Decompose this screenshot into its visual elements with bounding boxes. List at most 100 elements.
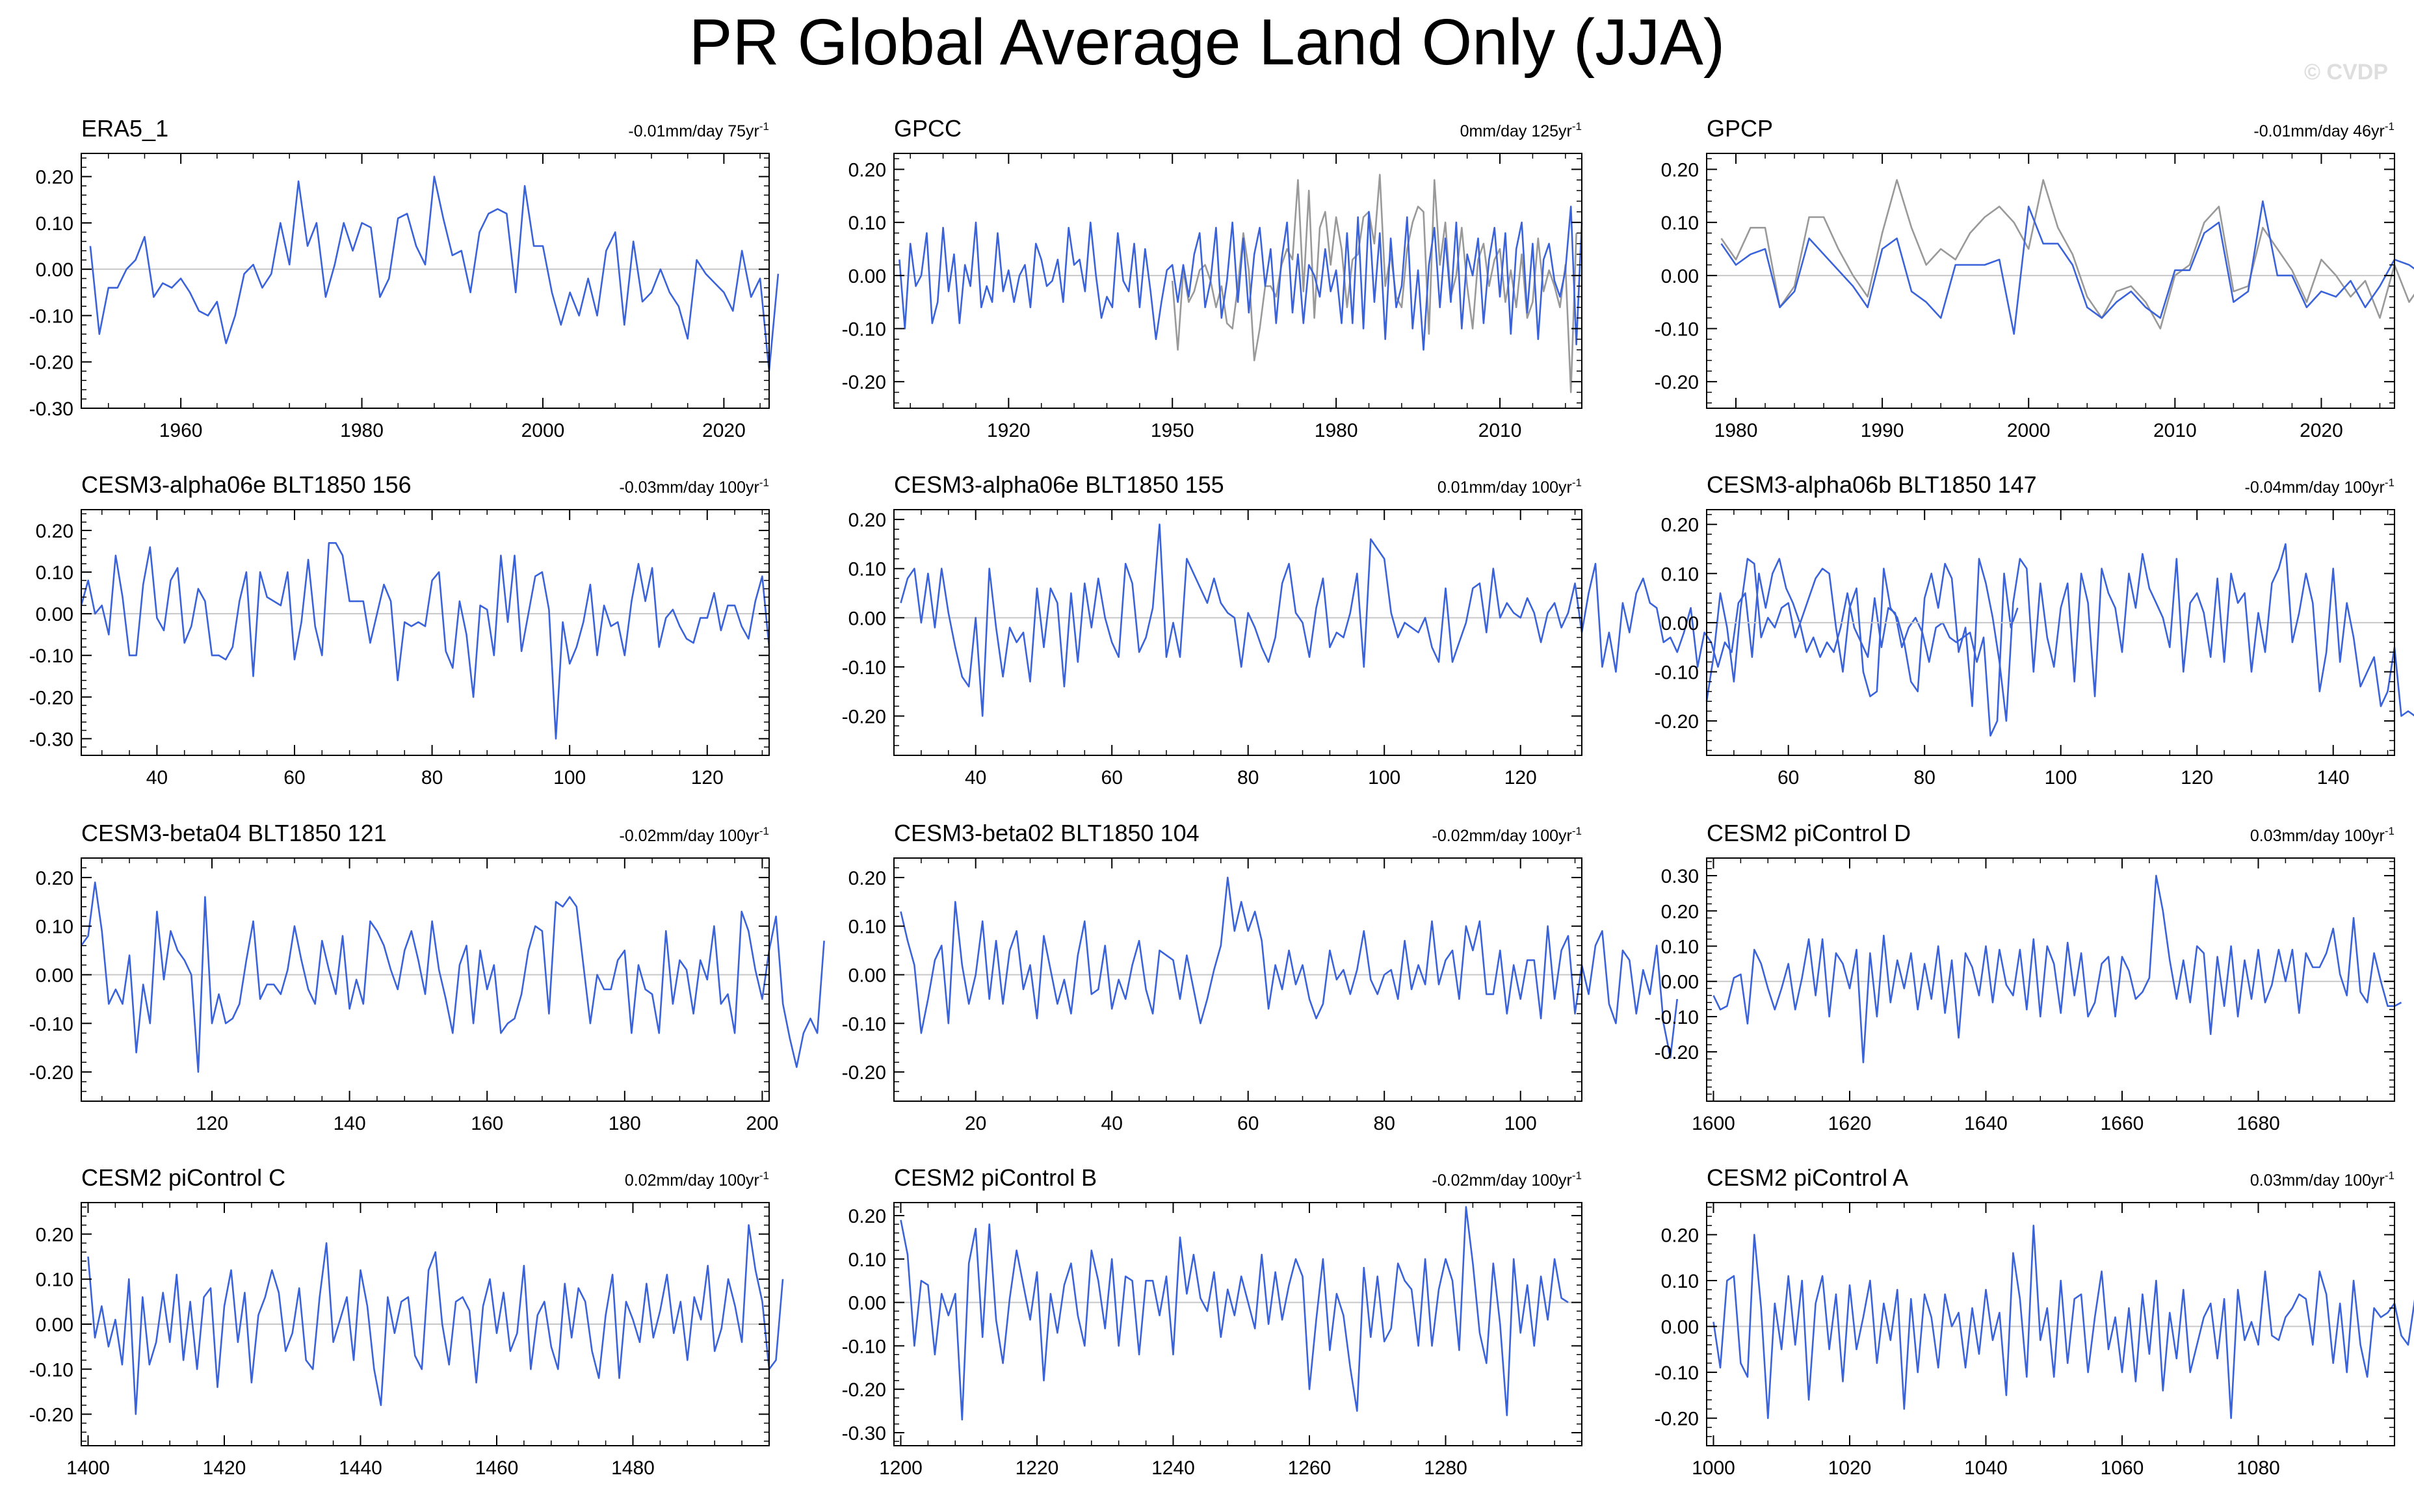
series-line xyxy=(900,876,1678,1058)
y-tick-label: 0.00 xyxy=(848,266,886,287)
y-tick-label: -0.20 xyxy=(842,707,886,728)
chart-panel: CESM3-alpha06b BLT1850 147 -0.04mm/day 10… xyxy=(1655,471,2414,789)
x-tick-label: 1980 xyxy=(340,420,384,441)
x-tick-label: 160 xyxy=(471,1113,503,1134)
x-tick-label: 60 xyxy=(283,767,305,789)
x-tick-label: 1080 xyxy=(2237,1457,2280,1479)
y-tick-label: 0.10 xyxy=(848,213,886,234)
x-tick-label: 200 xyxy=(746,1113,778,1134)
y-tick-label: 0.00 xyxy=(1661,1317,1699,1338)
x-tick-label: 1280 xyxy=(1424,1457,1467,1479)
y-tick-label: 0.00 xyxy=(848,608,886,629)
x-tick-label: 40 xyxy=(1101,1113,1123,1134)
series-line xyxy=(80,541,770,740)
y-tick-label: 0.30 xyxy=(1661,866,1699,887)
plot-frame xyxy=(1706,857,2395,1102)
x-tick-label: 80 xyxy=(421,767,443,789)
trend-label: -0.02mm/day 100yr-1 xyxy=(1432,825,1582,845)
chart-panel: ERA5_1 -0.01mm/day 75yr-1 -0.30 -0.20 -0.10 0… xyxy=(29,115,780,441)
x-tick-label: 40 xyxy=(965,767,986,789)
y-tick-label: 0.00 xyxy=(848,1293,886,1314)
y-tick-label: -0.20 xyxy=(29,687,73,709)
y-tick-label: 0.00 xyxy=(848,965,886,987)
x-tick-label: 1000 xyxy=(1692,1457,1735,1479)
trend-label: -0.02mm/day 100yr-1 xyxy=(1432,1169,1582,1190)
y-tick-label: -0.20 xyxy=(1655,372,1699,393)
x-tick-label: 1400 xyxy=(66,1457,110,1479)
chart-panel: CESM3-alpha06e BLT1850 155 0.01mm/day 100… xyxy=(842,471,2019,789)
x-tick-label: 120 xyxy=(196,1113,228,1134)
x-tick-label: 120 xyxy=(1504,767,1537,789)
y-tick-label: 0.10 xyxy=(1661,1271,1699,1292)
x-tick-label: 2000 xyxy=(521,420,565,441)
chart-panel: CESM3-beta02 BLT1850 104 -0.02mm/day 100y… xyxy=(842,820,1678,1134)
x-tick-label: 1660 xyxy=(2101,1113,2144,1134)
chart-panel: CESM2 piControl D 0.03mm/day 100yr-1 -0.20… xyxy=(1655,820,2402,1134)
panel-title: CESM3-beta04 BLT1850 121 xyxy=(81,820,387,846)
y-tick-label: -0.10 xyxy=(29,306,73,327)
y-tick-label: -0.30 xyxy=(29,398,73,420)
y-tick-label: -0.20 xyxy=(1655,1409,1699,1430)
y-tick-label: -0.10 xyxy=(842,1013,886,1035)
x-tick-label: 140 xyxy=(334,1113,366,1134)
y-tick-label: 0.10 xyxy=(36,1270,73,1291)
x-tick-label: 100 xyxy=(1368,767,1400,789)
x-tick-label: 1480 xyxy=(611,1457,655,1479)
panel-title: CESM2 piControl B xyxy=(894,1164,1097,1191)
trend-label: 0.01mm/day 100yr-1 xyxy=(1437,476,1582,497)
chart-panel: CESM2 piControl A 0.03mm/day 100yr-1 -0.20… xyxy=(1655,1164,2414,1479)
x-tick-label: 80 xyxy=(1374,1113,1395,1134)
plot-frame xyxy=(1706,1202,2395,1446)
y-tick-label: -0.20 xyxy=(842,372,886,393)
x-tick-label: 1460 xyxy=(475,1457,519,1479)
y-tick-label: -0.10 xyxy=(1655,319,1699,341)
panel-title: CESM2 piControl A xyxy=(1707,1164,1908,1191)
y-tick-label: -0.20 xyxy=(29,352,73,374)
plot-frame xyxy=(893,857,1582,1102)
y-tick-label: -0.10 xyxy=(29,1359,73,1381)
y-tick-label: 0.20 xyxy=(36,1224,73,1245)
y-tick-label: -0.10 xyxy=(1655,1362,1699,1384)
series-line xyxy=(87,1224,784,1415)
series-line xyxy=(899,205,1583,351)
trend-label: -0.01mm/day 75yr-1 xyxy=(628,120,769,140)
chart-panel: CESM3-alpha06e BLT1850 156 -0.03mm/day 10… xyxy=(29,471,770,789)
trend-label: -0.01mm/day 46yr-1 xyxy=(2253,120,2394,140)
y-tick-label: -0.30 xyxy=(842,1423,886,1444)
y-tick-label: -0.10 xyxy=(29,645,73,667)
panel-title: ERA5_1 xyxy=(81,115,168,142)
panel-title: GPCC xyxy=(894,115,962,142)
panel-title: CESM2 piControl D xyxy=(1707,820,1911,846)
x-tick-label: 1040 xyxy=(1964,1457,2008,1479)
y-tick-label: 0.00 xyxy=(1661,972,1699,993)
plot-frame xyxy=(893,509,1582,756)
x-tick-label: 1060 xyxy=(2101,1457,2144,1479)
x-tick-label: 40 xyxy=(146,767,168,789)
y-tick-label: -0.20 xyxy=(1655,711,1699,733)
x-tick-label: 1980 xyxy=(1714,420,1758,441)
y-tick-label: -0.20 xyxy=(842,1379,886,1401)
panel-title: CESM3-alpha06e BLT1850 155 xyxy=(894,471,1224,498)
x-tick-label: 1960 xyxy=(159,420,203,441)
y-tick-label: -0.10 xyxy=(842,319,886,341)
x-tick-label: 60 xyxy=(1101,767,1123,789)
y-tick-label: 0.10 xyxy=(36,917,73,938)
trend-label: 0.02mm/day 100yr-1 xyxy=(625,1169,769,1190)
chart-panel: CESM2 piControl C 0.02mm/day 100yr-1 -0.20… xyxy=(29,1164,784,1479)
y-tick-label: -0.10 xyxy=(842,657,886,679)
y-tick-label: 0.00 xyxy=(1661,266,1699,287)
trend-label: -0.02mm/day 100yr-1 xyxy=(620,825,770,845)
x-tick-label: 1620 xyxy=(1828,1113,1872,1134)
x-tick-label: 60 xyxy=(1237,1113,1259,1134)
y-tick-label: 0.20 xyxy=(1661,160,1699,181)
x-tick-label: 100 xyxy=(553,767,586,789)
plot-frame xyxy=(893,1202,1582,1446)
panel-title: CESM3-beta02 BLT1850 104 xyxy=(894,820,1200,846)
x-tick-label: 180 xyxy=(609,1113,641,1134)
series-line xyxy=(900,1206,1569,1421)
y-tick-label: 0.20 xyxy=(848,868,886,889)
y-tick-label: 0.20 xyxy=(848,1206,886,1227)
chart-panel: GPCC 0mm/day 125yr-1 -0.20 -0.10 0.00 0.10 0.2… xyxy=(842,115,1583,441)
trend-label: 0.03mm/day 100yr-1 xyxy=(2250,1169,2394,1190)
plot-frame xyxy=(81,153,770,409)
